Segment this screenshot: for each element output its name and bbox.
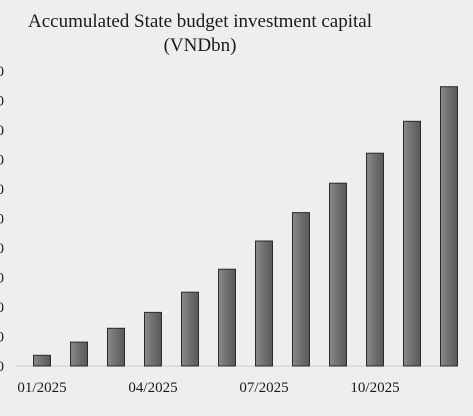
bar-02/2025 (70, 341, 88, 367)
bar-03/2025 (107, 327, 125, 367)
bar-04/2025 (144, 311, 162, 367)
y-tick-label: 0 (0, 241, 4, 257)
y-tick-label: 0 (0, 212, 4, 228)
y-tick-label: 0 (0, 182, 4, 198)
bar-07/2025 (255, 240, 273, 367)
bar-11/2025 (403, 120, 421, 367)
bar-05/2025 (181, 291, 199, 367)
y-tick-label: 0 (0, 94, 4, 110)
bar-series (33, 86, 458, 367)
y-tick-label: 0 (0, 271, 4, 287)
y-tick-label: 0 (0, 153, 4, 169)
x-tick-label-07/2025: 07/2025 (239, 380, 288, 396)
x-tick-label-01/2025: 01/2025 (17, 380, 66, 396)
y-tick-label: 0 (0, 123, 4, 139)
bar-09/2025 (329, 182, 347, 367)
y-tick-label: 0 (0, 300, 4, 316)
x-axis-tick-labels: 01/2025 04/2025 07/2025 10/2025 (17, 380, 399, 396)
x-tick-label-10/2025: 10/2025 (350, 380, 399, 396)
bar-08/2025 (292, 212, 310, 367)
y-axis-tick-labels: 0 0 0 0 0 0 0 0 0 0 0 (0, 64, 4, 375)
x-tick-label-04/2025: 04/2025 (128, 380, 177, 396)
y-tick-label: 0 (0, 359, 4, 375)
y-tick-label: 0 (0, 330, 4, 346)
bar-06/2025 (218, 268, 236, 367)
chart-title: Accumulated State budget investment capi… (27, 11, 372, 56)
bar-12/2025 (440, 86, 458, 367)
bar-01/2025 (33, 354, 51, 367)
bar-10/2025 (366, 152, 384, 367)
y-tick-label: 0 (0, 64, 4, 80)
